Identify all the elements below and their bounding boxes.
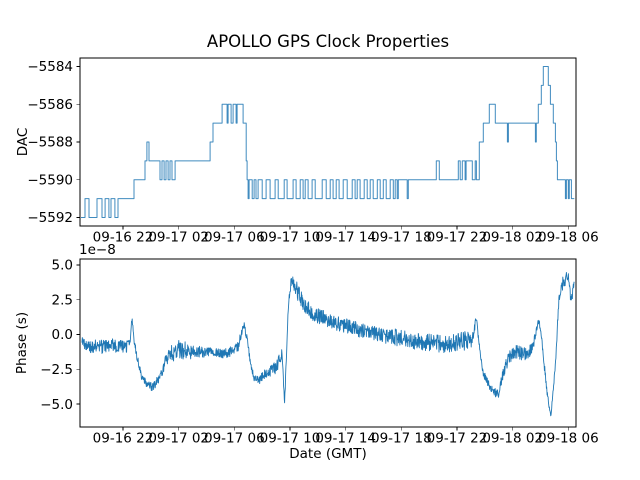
x-tick-label: 09-18 06 (538, 431, 599, 447)
y-tick-label: −5590 (27, 172, 73, 188)
dac-step-line (81, 66, 575, 218)
x-tick-label: 09-17 06 (204, 230, 265, 246)
chart-title: APOLLO GPS Clock Properties (206, 32, 450, 51)
x-tick-label: 09-17 10 (260, 230, 321, 246)
y-tick-label: 0.0 (52, 327, 73, 343)
y-tick-label: −5592 (27, 210, 73, 226)
x-tick-label: 09-16 22 (93, 431, 154, 447)
y-tick-label: −5.0 (40, 397, 73, 413)
x-tick-label: 09-17 02 (148, 431, 209, 447)
dac-axes-frame (79, 57, 577, 227)
x-tick-label: 09-18 02 (482, 230, 543, 246)
y-tick-label: 5.0 (52, 258, 73, 274)
x-tick-label: 09-17 02 (148, 230, 209, 246)
x-tick-label: 09-17 18 (371, 431, 432, 447)
x-tick-label: 09-17 14 (315, 230, 376, 246)
y-tick-label: −5586 (27, 97, 73, 113)
x-tick-label: 09-18 06 (538, 230, 599, 246)
y-tick-label: 2.5 (52, 292, 73, 308)
phase-offset-text: 1e−8 (79, 242, 116, 258)
y-tick-label: −5588 (27, 135, 73, 151)
x-tick-label: 09-16 22 (93, 230, 154, 246)
x-axis-label: Date (GMT) (289, 446, 367, 462)
phase-noise-line (81, 271, 575, 417)
x-tick-label: 09-17 18 (371, 230, 432, 246)
x-tick-label: 09-17 10 (260, 431, 321, 447)
x-tick-label: 09-17 22 (427, 431, 488, 447)
y-tick-label: −2.5 (40, 362, 73, 378)
x-tick-label: 09-18 02 (482, 431, 543, 447)
x-tick-label: 09-17 22 (427, 230, 488, 246)
y-tick-label: −5584 (27, 59, 73, 75)
x-tick-label: 09-17 06 (204, 431, 265, 447)
phase-axes-frame (79, 258, 577, 428)
dac-y-axis-label: DAC (15, 127, 31, 157)
x-tick-label: 09-17 14 (315, 431, 376, 447)
phase-y-axis-label: Phase (s) (14, 311, 30, 375)
